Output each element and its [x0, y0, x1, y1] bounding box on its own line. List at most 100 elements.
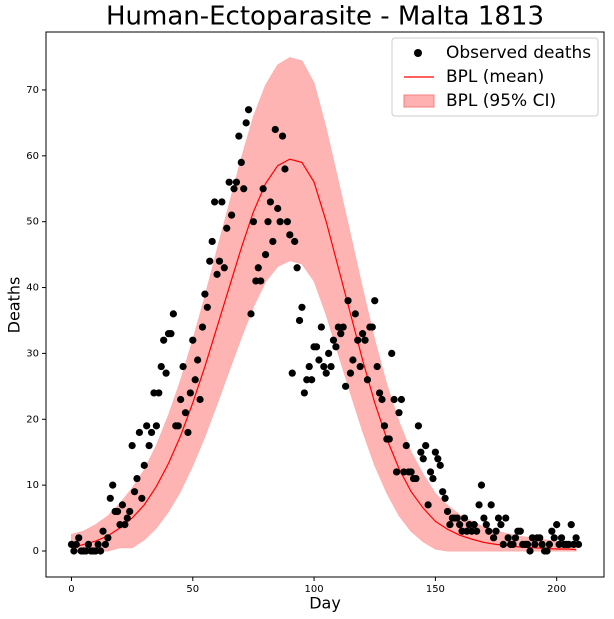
observed-point — [169, 310, 177, 318]
observed-point — [482, 521, 490, 529]
observed-point — [257, 277, 265, 285]
observed-point — [305, 362, 313, 371]
observed-point — [388, 349, 396, 358]
observed-point — [220, 264, 228, 272]
observed-point — [477, 481, 486, 489]
x-tick-label: 150 — [426, 584, 445, 595]
legend-marker — [414, 49, 422, 57]
observed-point — [254, 264, 262, 272]
observed-point — [349, 356, 357, 364]
observed-point — [509, 540, 517, 548]
observed-point — [206, 257, 214, 265]
observed-point — [494, 514, 503, 522]
observed-point — [443, 507, 452, 516]
observed-point — [213, 270, 221, 278]
observed-point — [526, 547, 534, 555]
observed-point — [378, 395, 386, 404]
observed-point — [329, 336, 338, 344]
y-tick-label: 50 — [26, 217, 39, 228]
observed-point — [550, 534, 558, 542]
observed-point — [121, 521, 129, 529]
observed-point — [356, 362, 364, 371]
observed-point — [130, 488, 139, 496]
observed-point — [385, 435, 393, 443]
observed-point — [160, 336, 168, 344]
observed-point — [497, 521, 505, 529]
observed-point — [196, 395, 204, 404]
observed-point — [337, 330, 345, 338]
observed-point — [240, 185, 248, 193]
observed-point — [271, 125, 279, 134]
observed-point — [361, 336, 369, 344]
y-tick-label: 40 — [26, 283, 39, 294]
observed-point — [499, 540, 507, 548]
observed-point — [538, 540, 546, 548]
observed-point — [249, 218, 258, 226]
observed-point — [317, 323, 325, 331]
observed-point — [147, 428, 156, 437]
observed-point — [531, 540, 539, 548]
legend: Observed deaths BPL (mean) BPL (95% CI) — [391, 37, 599, 117]
observed-point — [460, 514, 469, 522]
observed-point — [480, 514, 488, 522]
observed-point — [96, 547, 105, 555]
observed-point — [264, 218, 272, 226]
observed-point — [359, 330, 367, 338]
observed-point — [422, 442, 430, 450]
observed-point — [553, 521, 561, 529]
observed-point — [351, 310, 359, 318]
observed-point — [339, 323, 347, 331]
observed-point — [184, 428, 192, 437]
observed-point — [177, 395, 185, 404]
observed-point — [99, 527, 107, 535]
observed-point — [191, 376, 199, 384]
observed-point — [223, 224, 231, 232]
observed-point — [548, 527, 556, 535]
observed-point — [300, 389, 308, 397]
observed-point — [446, 521, 454, 529]
observed-point — [322, 369, 330, 377]
observed-point — [179, 362, 187, 371]
observed-point — [215, 257, 224, 265]
observed-point — [473, 527, 481, 535]
observed-point — [502, 514, 510, 522]
y-axis-label: Deaths — [5, 277, 24, 334]
observed-point — [373, 362, 381, 371]
observed-point — [567, 521, 575, 529]
observed-point — [516, 527, 524, 535]
observed-point — [72, 540, 80, 548]
observed-point — [274, 204, 282, 213]
observed-point — [181, 409, 190, 417]
observed-point — [186, 389, 194, 397]
observed-point — [456, 521, 464, 529]
observed-point — [140, 461, 148, 469]
observed-point — [106, 494, 114, 502]
observed-point — [325, 349, 333, 358]
y-tick-label: 20 — [26, 414, 39, 425]
observed-point — [145, 442, 153, 450]
observed-point — [291, 237, 299, 246]
observed-point — [346, 369, 355, 377]
observed-point — [104, 534, 112, 542]
ci-band — [70, 57, 577, 552]
observed-point — [293, 264, 301, 272]
observed-point — [298, 303, 306, 311]
observed-point — [278, 132, 287, 140]
observed-point — [487, 501, 495, 509]
observed-point — [286, 231, 294, 239]
observed-point — [492, 527, 500, 535]
x-tick-label: 200 — [547, 584, 566, 595]
observed-point — [332, 343, 340, 351]
legend-label: BPL (mean) — [446, 67, 544, 87]
observed-point — [162, 369, 170, 377]
y-tick-label: 0 — [33, 546, 39, 557]
observed-point — [412, 474, 420, 483]
observed-point — [232, 178, 241, 186]
observed-point — [557, 534, 566, 542]
observed-point — [424, 501, 432, 509]
observed-point — [155, 389, 163, 397]
x-tick-label: 100 — [305, 584, 324, 595]
observed-point — [315, 356, 323, 364]
observed-point — [511, 534, 520, 542]
